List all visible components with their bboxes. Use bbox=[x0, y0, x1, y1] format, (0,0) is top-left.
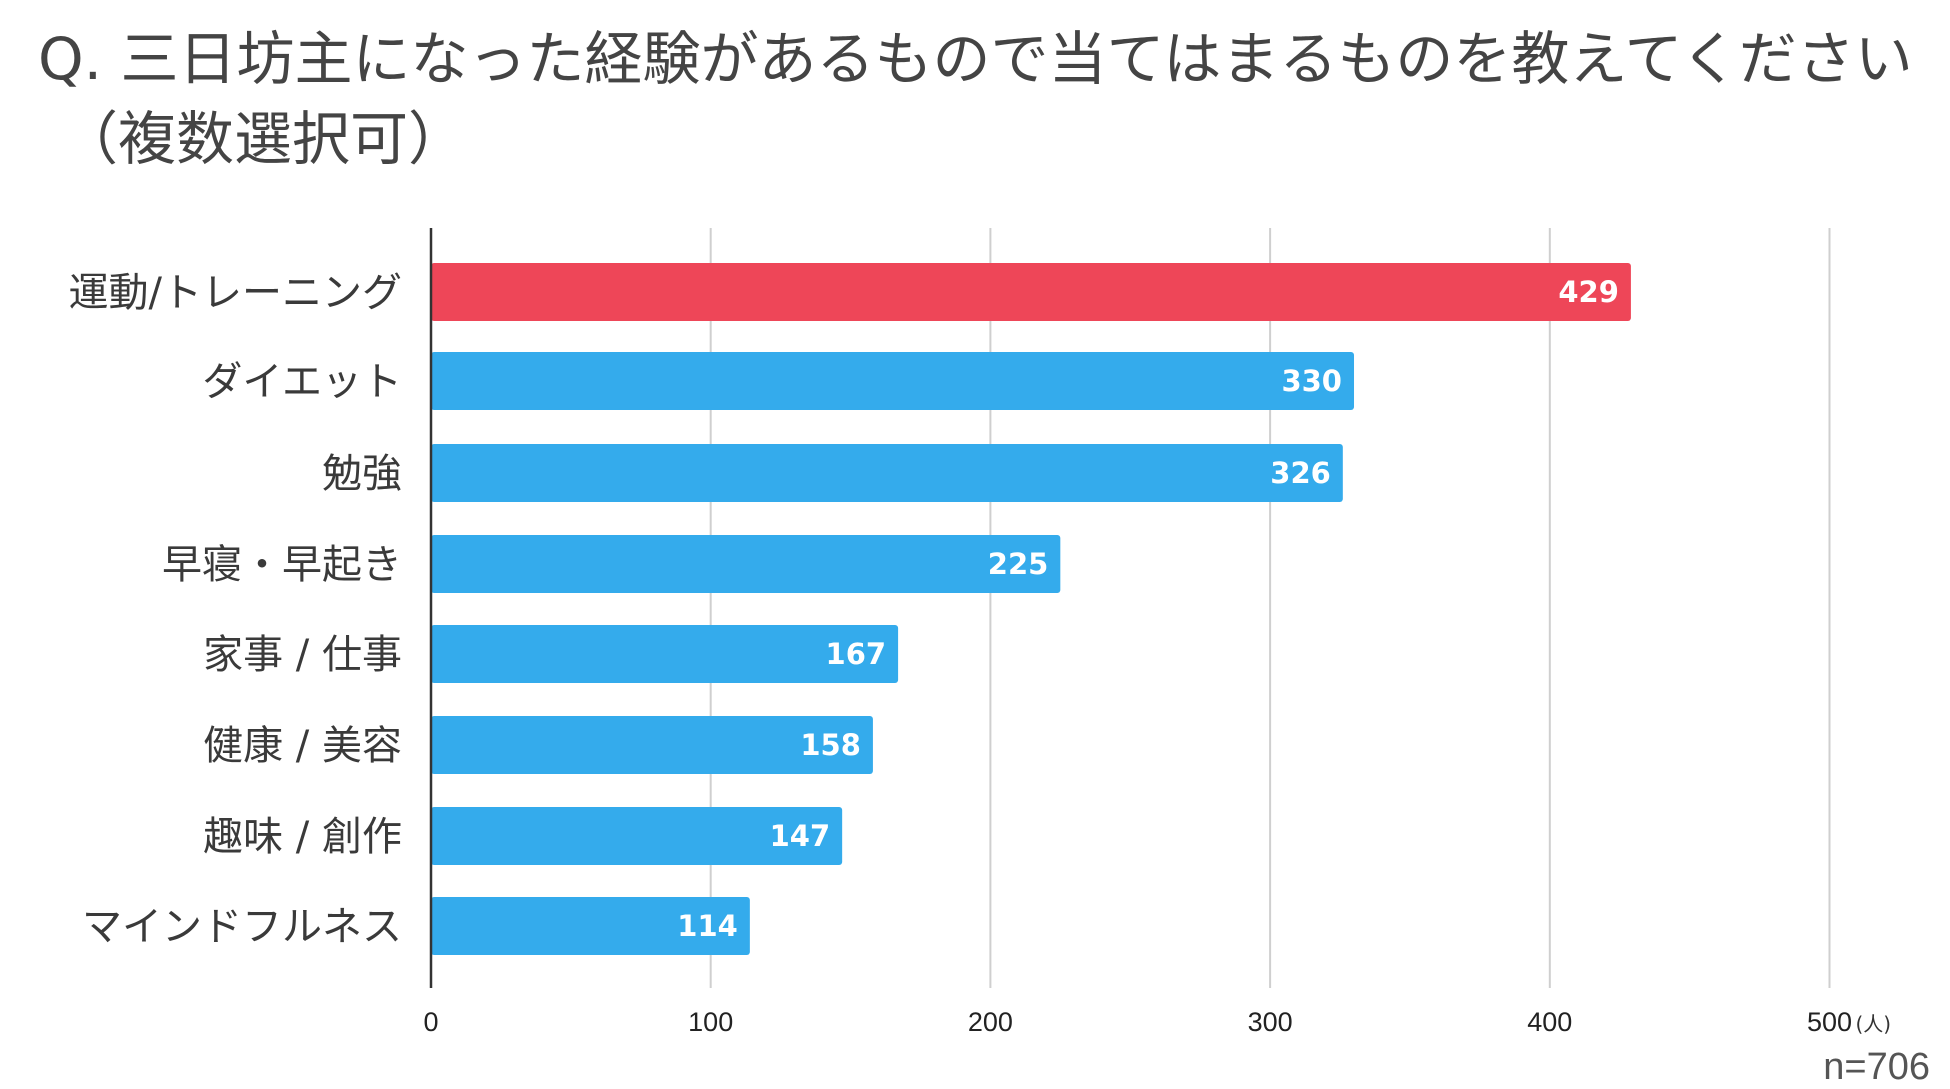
category-label: 勉強 bbox=[322, 451, 402, 497]
bar-value-label: 147 bbox=[770, 819, 831, 853]
bar-value-label: 158 bbox=[800, 728, 861, 762]
chart-title-line-2: （複数選択可） bbox=[60, 105, 467, 173]
x-tick-label: 400 bbox=[1527, 1007, 1572, 1037]
category-label: 趣味 / 創作 bbox=[203, 814, 402, 860]
bar-2 bbox=[431, 352, 1355, 410]
bar-value-label: 167 bbox=[826, 637, 887, 671]
x-tick-label: 500 bbox=[1807, 1007, 1852, 1037]
bar-6 bbox=[431, 716, 873, 774]
x-axis-unit-label: (人) bbox=[1856, 1012, 1892, 1036]
category-label: ダイエット bbox=[202, 359, 402, 405]
bar-value-label: 429 bbox=[1558, 275, 1619, 309]
bar-value-label: 114 bbox=[677, 909, 738, 943]
bar-7 bbox=[431, 807, 843, 865]
category-label: 運動/トレーニング bbox=[69, 270, 402, 316]
bar-1 bbox=[431, 263, 1631, 321]
sample-size-label: n=706 bbox=[1823, 1046, 1930, 1088]
category-label: マインドフルネス bbox=[82, 904, 402, 950]
x-tick-label: 0 bbox=[423, 1007, 438, 1037]
x-tick-label: 300 bbox=[1248, 1007, 1293, 1037]
bar-8 bbox=[431, 897, 750, 955]
x-tick-label: 100 bbox=[688, 1007, 733, 1037]
bar-value-label: 330 bbox=[1281, 364, 1342, 398]
bar-5 bbox=[431, 625, 899, 683]
category-label: 早寝・早起き bbox=[162, 542, 402, 588]
x-tick-label: 200 bbox=[968, 1007, 1013, 1037]
category-label: 家事 / 仕事 bbox=[203, 632, 402, 678]
bar-3 bbox=[431, 444, 1343, 502]
chart-title-line-1: Q. 三日坊主になった経験があるもので当てはまるものを教えてください bbox=[38, 25, 1913, 93]
bar-value-label: 225 bbox=[988, 547, 1049, 581]
bar-4 bbox=[431, 535, 1061, 593]
bar-value-label: 326 bbox=[1270, 456, 1331, 490]
category-label: 健康 / 美容 bbox=[203, 723, 402, 769]
